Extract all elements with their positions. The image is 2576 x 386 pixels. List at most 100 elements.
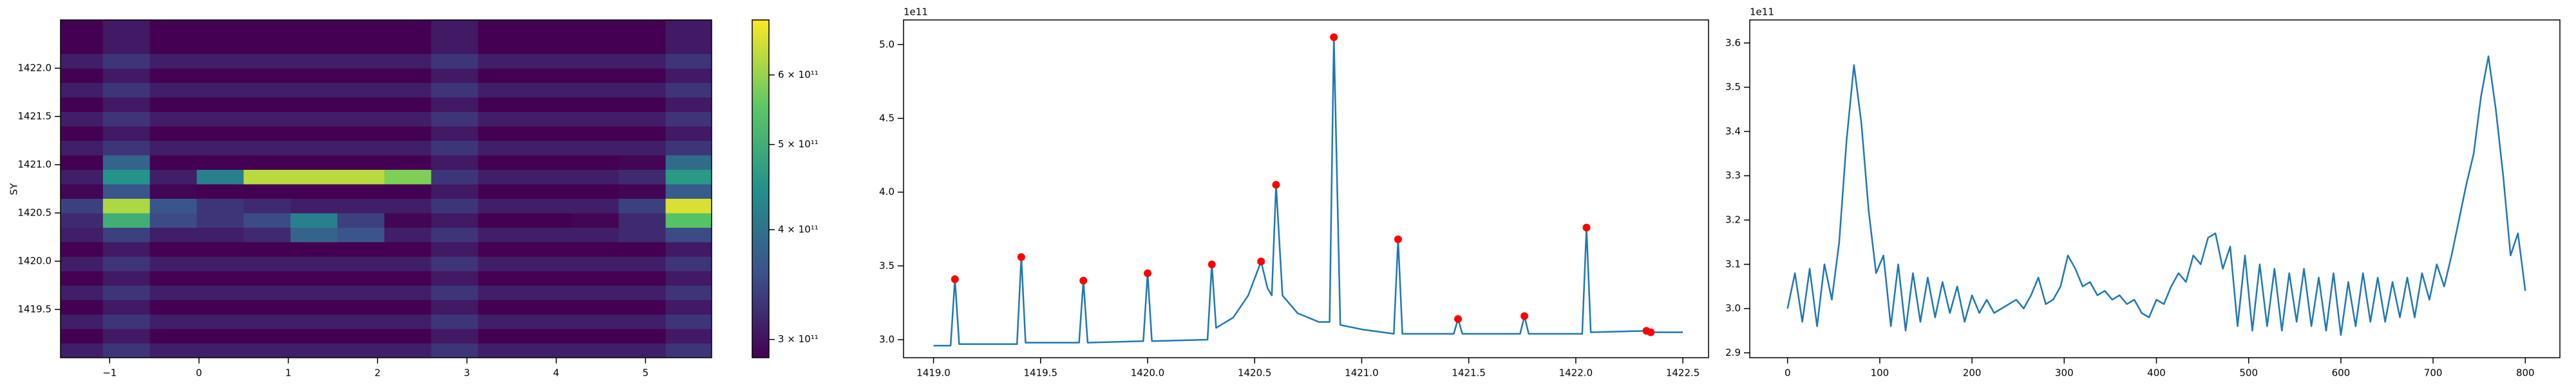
colorbar-tick-label: 6 × 10¹¹ xyxy=(778,69,819,80)
heatmap-cell xyxy=(149,53,197,69)
heatmap-cell xyxy=(102,155,151,170)
y-tick-label: 1420.0 xyxy=(18,255,52,267)
heatmap-cell xyxy=(196,198,244,214)
heatmap-cell xyxy=(149,285,197,300)
heatmap-cell xyxy=(102,20,151,25)
heatmap-cell xyxy=(61,271,104,286)
heatmap-cell xyxy=(665,140,712,156)
heatmap-cell xyxy=(665,343,712,358)
peak-marker xyxy=(1143,269,1151,277)
x-tick-label: −1 xyxy=(102,367,117,379)
axes-frame xyxy=(903,19,1709,358)
heatmap-cell xyxy=(618,20,667,25)
heatmap-cell xyxy=(384,82,432,98)
heatmap-cell xyxy=(525,256,573,271)
heatmap-cell xyxy=(149,271,197,286)
heatmap-cell xyxy=(384,155,432,170)
y-tick-label: 3.4 xyxy=(1725,125,1741,137)
heatmap-cell xyxy=(665,184,712,199)
heatmap-cell xyxy=(337,155,385,170)
heatmap-cell xyxy=(665,198,712,214)
heatmap-cell xyxy=(243,271,291,286)
heatmap-cell xyxy=(61,169,104,185)
heatmap-cell xyxy=(618,97,667,112)
heatmap-cell xyxy=(149,24,197,40)
heatmap-cell xyxy=(571,256,620,271)
heatmap-cell xyxy=(665,126,712,141)
heatmap-cell xyxy=(665,242,712,257)
heatmap-cell xyxy=(290,314,338,329)
heatmap-cell xyxy=(337,271,385,286)
y-tick-label: 1421.0 xyxy=(18,159,52,170)
y-tick-label: 3.3 xyxy=(1725,170,1741,181)
heatmap-cell xyxy=(431,242,478,257)
heatmap-cell xyxy=(61,256,104,271)
y-tick-label: 1421.5 xyxy=(18,111,52,122)
heatmap-cell xyxy=(618,271,667,286)
heatmap-cell xyxy=(525,155,573,170)
y-tick-label: 3.2 xyxy=(1725,214,1741,226)
colorbar xyxy=(752,19,770,358)
heatmap-cell xyxy=(337,140,385,156)
heatmap-cell xyxy=(290,227,338,243)
heatmap-cell xyxy=(525,97,573,112)
heatmap-cell xyxy=(243,53,291,69)
heatmap-cell xyxy=(571,329,620,344)
heatmap-cell xyxy=(384,184,432,199)
heatmap-cell xyxy=(337,213,385,228)
heatmap-cell xyxy=(196,213,244,228)
heatmap-cell xyxy=(337,256,385,271)
heatmap-cell xyxy=(665,271,712,286)
heatmap-cell xyxy=(525,82,573,98)
plot-area xyxy=(1786,55,2526,336)
heatmap-cell xyxy=(665,213,712,228)
heatmap-cell xyxy=(478,256,526,271)
y-tick-label: 2.9 xyxy=(1725,347,1741,358)
heatmap-cell xyxy=(61,242,104,257)
heatmap-cell xyxy=(290,111,338,127)
heatmap-cell xyxy=(618,68,667,83)
heatmap-cell xyxy=(478,20,526,25)
heatmap-cell xyxy=(196,256,244,271)
heatmap-cell xyxy=(478,271,526,286)
heatmap-cell xyxy=(243,343,291,358)
heatmap-cell xyxy=(665,68,712,83)
heatmap-cell xyxy=(431,126,478,141)
heatmap-cell xyxy=(571,213,620,228)
heatmap-cell xyxy=(149,169,197,185)
heatmap-cell xyxy=(61,97,104,112)
heatmap-cell xyxy=(196,140,244,156)
x-tick-label: 400 xyxy=(2147,367,2166,379)
heatmap-cell xyxy=(571,184,620,199)
heatmap-cell xyxy=(337,24,385,40)
heatmap-cell xyxy=(196,68,244,83)
heatmap-cell xyxy=(337,126,385,141)
heatmap-cell xyxy=(384,39,432,54)
heatmap-cell xyxy=(196,242,244,257)
heatmap-cell xyxy=(196,20,244,25)
heatmap-cell xyxy=(337,343,385,358)
heatmap-cell xyxy=(431,300,478,315)
colorbar-tick-label: 4 × 10¹¹ xyxy=(778,223,819,235)
heatmap-cell xyxy=(149,314,197,329)
heatmap-cell xyxy=(149,111,197,127)
heatmap-cell xyxy=(290,285,338,300)
heatmap-cell xyxy=(665,20,712,25)
plot-area xyxy=(933,33,1683,347)
peak-marker xyxy=(1257,257,1265,266)
x-tick-label: 200 xyxy=(1963,367,1982,379)
heatmap-cell xyxy=(102,314,151,329)
heatmap-cell xyxy=(478,169,526,185)
heatmap-cell xyxy=(525,68,573,83)
peak-marker xyxy=(1394,235,1402,244)
heatmap-cell xyxy=(243,227,291,243)
heatmap-cell xyxy=(196,126,244,141)
heatmap-cell xyxy=(431,111,478,127)
heatmap-cell xyxy=(478,213,526,228)
heatmap-cell xyxy=(431,329,478,344)
heatmap-cell xyxy=(525,314,573,329)
heatmap-cell xyxy=(618,111,667,127)
heatmap-cell xyxy=(384,198,432,214)
heatmap-cell xyxy=(102,53,151,69)
heatmap-cell xyxy=(61,285,104,300)
